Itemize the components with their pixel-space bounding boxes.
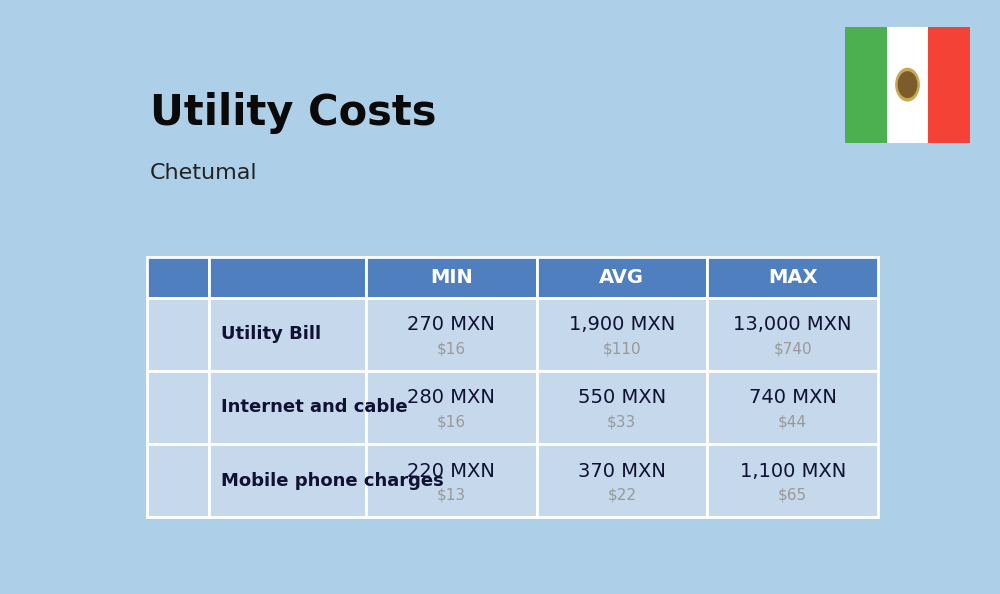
Text: 740 MXN: 740 MXN xyxy=(749,388,837,407)
Text: Mobile phone charges: Mobile phone charges xyxy=(221,472,444,489)
Bar xyxy=(147,257,209,298)
Bar xyxy=(887,27,928,143)
Bar xyxy=(366,257,537,298)
Bar xyxy=(537,444,707,517)
Text: Utility Costs: Utility Costs xyxy=(150,92,436,134)
Bar xyxy=(366,371,537,444)
Text: $16: $16 xyxy=(437,342,466,356)
Circle shape xyxy=(896,68,919,101)
Text: Chetumal: Chetumal xyxy=(150,163,257,183)
Bar xyxy=(707,298,878,371)
Text: Utility Bill: Utility Bill xyxy=(221,326,322,343)
Text: 1,100 MXN: 1,100 MXN xyxy=(740,462,846,481)
Text: $33: $33 xyxy=(607,415,636,429)
Bar xyxy=(707,444,878,517)
Circle shape xyxy=(898,72,917,97)
Text: AVG: AVG xyxy=(599,268,644,286)
Bar xyxy=(159,394,196,421)
Bar xyxy=(147,444,209,517)
Text: 220 MXN: 220 MXN xyxy=(407,462,495,481)
Bar xyxy=(707,257,878,298)
Text: $65: $65 xyxy=(778,488,807,503)
Text: MAX: MAX xyxy=(768,268,817,286)
Bar xyxy=(366,298,537,371)
Text: 280 MXN: 280 MXN xyxy=(407,388,495,407)
Bar xyxy=(537,371,707,444)
Bar xyxy=(147,298,209,371)
Bar xyxy=(159,321,196,347)
Text: $110: $110 xyxy=(603,342,641,356)
Bar xyxy=(159,467,196,494)
Bar xyxy=(366,444,537,517)
Bar xyxy=(209,298,366,371)
Text: $44: $44 xyxy=(778,415,807,429)
Text: Internet and cable: Internet and cable xyxy=(221,399,408,416)
Bar xyxy=(707,371,878,444)
Text: $740: $740 xyxy=(773,342,812,356)
Text: 270 MXN: 270 MXN xyxy=(407,315,495,334)
Text: $22: $22 xyxy=(607,488,636,503)
Bar xyxy=(537,298,707,371)
Text: $16: $16 xyxy=(437,415,466,429)
Bar xyxy=(209,257,366,298)
Text: 1,900 MXN: 1,900 MXN xyxy=(569,315,675,334)
Bar xyxy=(537,257,707,298)
Bar xyxy=(147,371,209,444)
Text: 13,000 MXN: 13,000 MXN xyxy=(733,315,852,334)
Bar xyxy=(209,444,366,517)
Text: MIN: MIN xyxy=(430,268,473,286)
Text: $13: $13 xyxy=(437,488,466,503)
Bar xyxy=(928,27,970,143)
Bar xyxy=(209,371,366,444)
Text: 550 MXN: 550 MXN xyxy=(578,388,666,407)
Text: 370 MXN: 370 MXN xyxy=(578,462,666,481)
Bar xyxy=(845,27,887,143)
